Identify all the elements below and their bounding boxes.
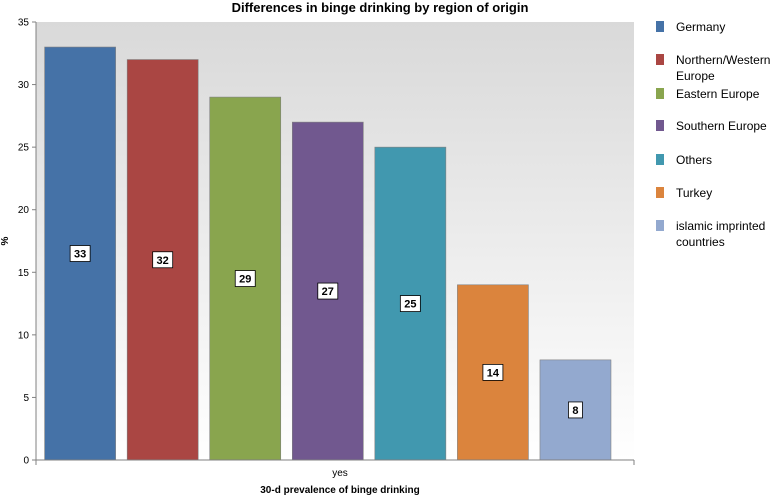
data-label: 8 — [572, 405, 578, 417]
data-label-box — [317, 282, 339, 300]
legend-swatch — [656, 120, 664, 131]
data-label-box — [234, 270, 256, 287]
y-axis-title: % — [0, 236, 11, 245]
legend-label: islamic imprinted — [676, 219, 765, 233]
legend-swatch — [656, 154, 664, 165]
legend-swatch — [656, 220, 664, 231]
legend-label: Europe — [676, 69, 715, 83]
bar-labels-group: 33 32 29 27 25 14 8 — [69, 245, 583, 419]
data-label-box — [482, 363, 504, 381]
legend: Germany Northern/Western Europe Eastern Eur… — [656, 20, 770, 249]
data-label: 27 — [322, 286, 334, 298]
data-label: 25 — [404, 299, 416, 311]
legend-label: Turkey — [676, 186, 712, 200]
y-tick-label: 10 — [18, 330, 30, 341]
legend-label: Germany — [676, 20, 725, 34]
legend-label: Others — [676, 153, 712, 167]
y-tick-label: 35 — [18, 18, 30, 29]
y-tick-label: 25 — [18, 143, 30, 154]
data-label-box — [152, 251, 174, 269]
y-axis: 0 5 10 15 20 25 30 35 — [18, 18, 37, 467]
data-label: 14 — [487, 367, 500, 379]
legend-swatch — [656, 54, 664, 65]
data-label-box — [399, 295, 421, 312]
chart-title: Differences in binge drinking by region … — [232, 0, 529, 15]
legend-label: countries — [676, 235, 725, 249]
data-label-box — [568, 401, 583, 419]
legend-label: Southern Europe — [676, 119, 767, 133]
data-label: 32 — [157, 255, 169, 267]
x-axis — [35, 459, 635, 465]
data-label: 33 — [74, 249, 86, 261]
legend-label: Northern/Western — [676, 53, 770, 67]
legend-swatch — [656, 88, 664, 99]
y-tick-label: 0 — [23, 456, 29, 467]
x-tick-label: yes — [332, 468, 348, 479]
legend-swatch — [656, 187, 664, 198]
y-tick-label: 30 — [18, 80, 30, 91]
x-axis-title: 30-d prevalence of binge drinking — [260, 485, 419, 496]
y-tick-label: 5 — [23, 393, 29, 404]
legend-swatch — [656, 21, 664, 32]
data-label: 29 — [239, 274, 251, 286]
y-tick-label: 20 — [18, 205, 30, 216]
legend-label: Eastern Europe — [676, 87, 760, 101]
y-tick-label: 15 — [18, 268, 30, 279]
data-label-box — [69, 245, 91, 262]
